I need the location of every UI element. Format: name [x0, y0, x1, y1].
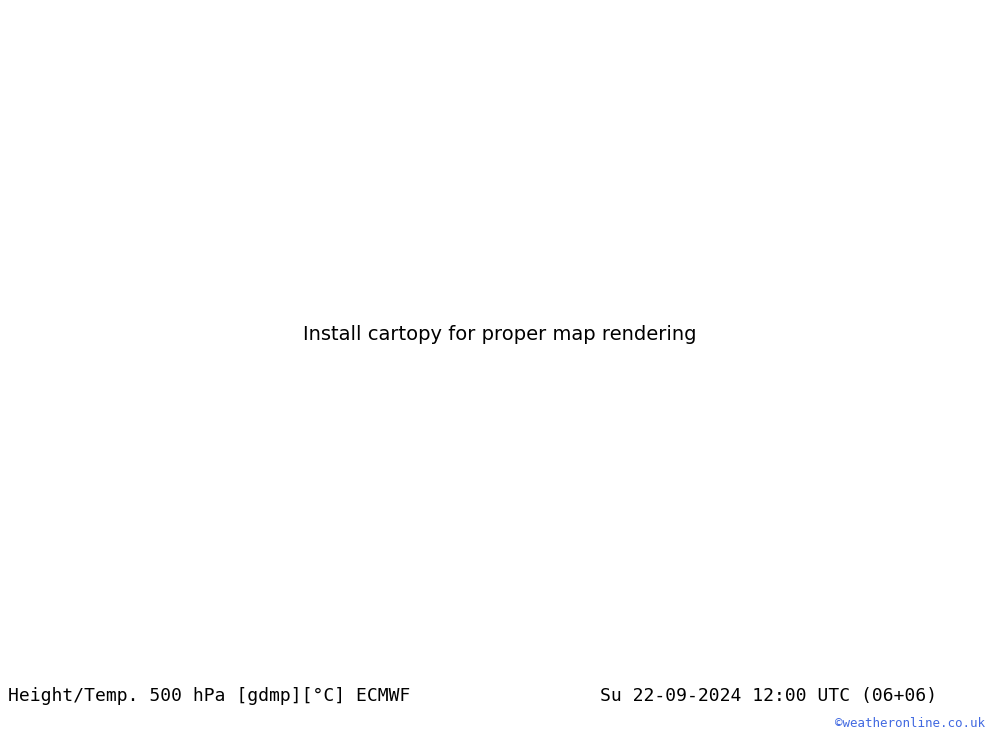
Text: ©weatheronline.co.uk: ©weatheronline.co.uk — [835, 717, 985, 730]
Text: Su 22-09-2024 12:00 UTC (06+06): Su 22-09-2024 12:00 UTC (06+06) — [600, 687, 937, 704]
Text: Install cartopy for proper map rendering: Install cartopy for proper map rendering — [303, 325, 697, 344]
Text: Height/Temp. 500 hPa [gdmp][°C] ECMWF: Height/Temp. 500 hPa [gdmp][°C] ECMWF — [8, 687, 410, 704]
